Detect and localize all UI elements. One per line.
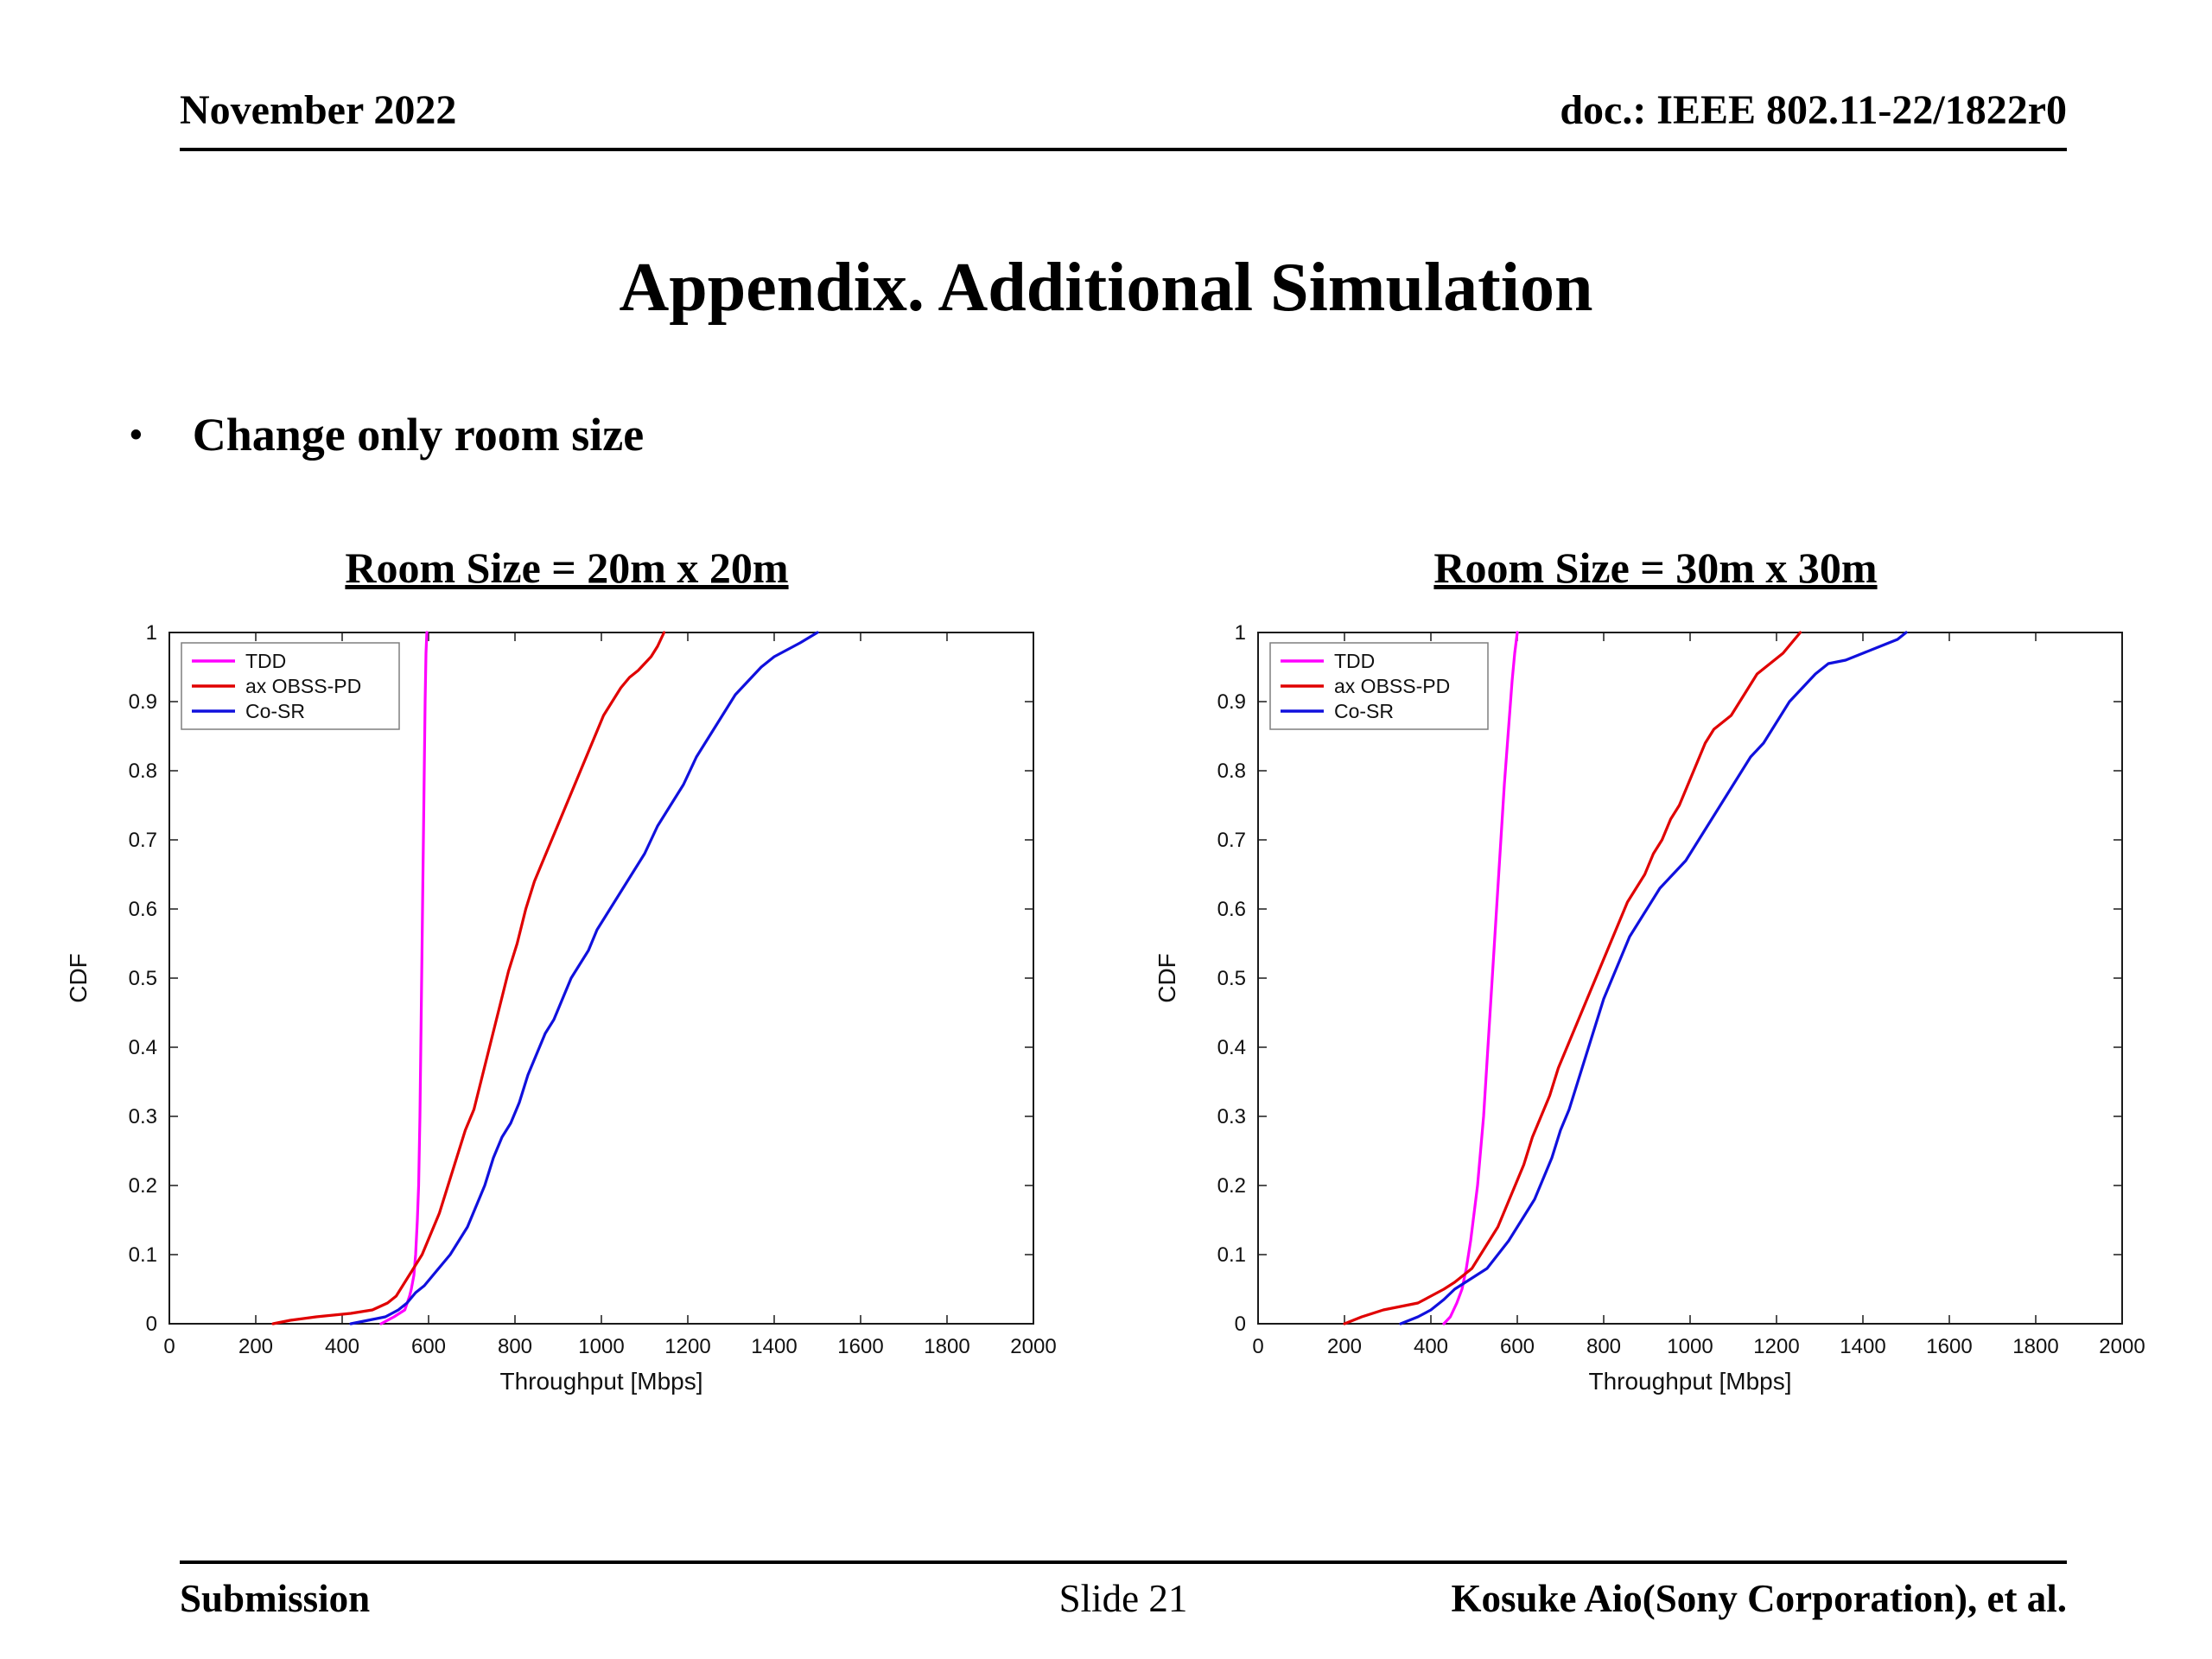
y-tick-label: 0.9: [129, 690, 157, 714]
page-title: Appendix. Additional Simulation: [619, 250, 1593, 326]
series-line-co-sr: [349, 631, 819, 1325]
legend-label-co-sr: Co-SR: [1334, 700, 1394, 722]
legend-label-co-sr: Co-SR: [245, 700, 305, 722]
bullet-text: Change only room size: [192, 409, 645, 461]
y-tick-label: 0.3: [1217, 1105, 1246, 1128]
y-tick-label: 0.2: [129, 1174, 157, 1198]
x-tick-label: 400: [1414, 1335, 1448, 1358]
series-line-ax-obss-pd: [271, 631, 666, 1325]
y-tick-label: 0.6: [129, 898, 157, 921]
x-tick-label: 800: [1586, 1335, 1621, 1358]
footer-submission-label: Submission: [180, 1577, 371, 1620]
x-tick-label: 0: [163, 1335, 175, 1358]
chart-left: 0 200 400 600 800 1000 1200 1400 1600 1800 2000 0 0.…: [57, 615, 1077, 1397]
y-tick-label: 0.3: [129, 1105, 157, 1128]
x-tick-label: 1000: [578, 1335, 624, 1358]
y-tick-label: 0: [1235, 1313, 1246, 1336]
legend: TDD ax OBSS-PD Co-SR: [1269, 642, 1489, 730]
y-tick-label: 1: [1235, 621, 1246, 645]
y-tick-label: 0.8: [1217, 760, 1246, 783]
legend: TDD ax OBSS-PD Co-SR: [181, 642, 400, 730]
header-date: November 2022: [180, 87, 457, 133]
legend-label-tdd: TDD: [1334, 650, 1375, 672]
plot-box: [1257, 632, 2123, 1325]
axis-label-x: Throughput [Mbps]: [1588, 1368, 1791, 1395]
x-tick-label: 800: [498, 1335, 532, 1358]
series-line-co-sr: [1399, 631, 1908, 1325]
y-tick-label: 0.7: [1217, 829, 1246, 852]
footer-authors: Kosuke Aio(Sony Corporation), et al.: [1451, 1577, 2067, 1620]
x-tick-label: 2000: [2099, 1335, 2145, 1358]
x-tick-label: 1200: [1753, 1335, 1799, 1358]
x-tick-label: 1600: [1926, 1335, 1972, 1358]
x-tick-label: 1200: [664, 1335, 710, 1358]
y-tick-label: 0.5: [1217, 967, 1246, 990]
x-tick-label: 0: [1252, 1335, 1263, 1358]
y-tick-label: 0.1: [1217, 1243, 1246, 1267]
chart-block-left: Room Size = 20m x 20m 0 200 400 600 800 1000 1…: [57, 543, 1077, 1397]
footer-slide-number: Slide 21: [1058, 1577, 1188, 1620]
y-tick-label: 0: [146, 1313, 157, 1336]
y-tick-label: 1: [146, 621, 157, 645]
chart-right: 0 200 400 600 800 1000 1200 1400 1600 1800 2000 0 0.…: [1146, 615, 2165, 1397]
x-tick-label: 1000: [1667, 1335, 1713, 1358]
legend-label-ax-obss-pd: ax OBSS-PD: [1334, 675, 1450, 697]
y-tick-label: 0.8: [129, 760, 157, 783]
axis-label-x: Throughput [Mbps]: [499, 1368, 702, 1395]
x-tick-label: 600: [411, 1335, 446, 1358]
chart-title-right: Room Size = 30m x 30m: [1433, 543, 1878, 592]
series-line-ax-obss-pd: [1343, 631, 1802, 1325]
y-tick-label: 0.4: [129, 1036, 157, 1059]
header-doc-number: doc.: IEEE 802.11-22/1822r0: [1560, 87, 2067, 133]
series-line-tdd: [1442, 631, 1519, 1325]
x-tick-label: 1400: [1840, 1335, 1885, 1358]
x-tick-label: 400: [325, 1335, 359, 1358]
y-tick-label: 0.5: [129, 967, 157, 990]
series-line-tdd: [379, 631, 429, 1325]
bullet-item: • Change only room size: [130, 408, 644, 461]
x-tick-label: 600: [1500, 1335, 1535, 1358]
bullet-marker: •: [130, 416, 143, 455]
cdf-chart-svg: 0 200 400 600 800 1000 1200 1400 1600 1800 2000 0 0.…: [65, 621, 1057, 1395]
y-tick-label: 0.4: [1217, 1036, 1246, 1059]
cdf-chart-svg: 0 200 400 600 800 1000 1200 1400 1600 1800 2000 0 0.…: [1154, 621, 2145, 1395]
y-tick-label: 0.2: [1217, 1174, 1246, 1198]
x-tick-label: 200: [1327, 1335, 1362, 1358]
plot-box: [168, 632, 1034, 1325]
axis-label-y: CDF: [65, 953, 92, 1003]
axis-label-y: CDF: [1154, 953, 1180, 1003]
footer: Submission Slide 21 Kosuke Aio(Sony Corp…: [180, 1560, 2067, 1621]
x-tick-label: 1800: [2012, 1335, 2058, 1358]
chart-title-left: Room Size = 20m x 20m: [345, 543, 789, 592]
y-tick-label: 0.9: [1217, 690, 1246, 714]
legend-label-ax-obss-pd: ax OBSS-PD: [245, 675, 361, 697]
x-tick-label: 1800: [924, 1335, 969, 1358]
chart-block-right: Room Size = 30m x 30m 0 200 400 600 800 1000 1…: [1146, 543, 2165, 1397]
x-tick-label: 2000: [1010, 1335, 1056, 1358]
y-tick-label: 0.7: [129, 829, 157, 852]
x-tick-label: 200: [238, 1335, 273, 1358]
y-tick-label: 0.1: [129, 1243, 157, 1267]
x-tick-label: 1400: [751, 1335, 797, 1358]
header: November 2022 doc.: IEEE 802.11-22/1822r…: [180, 86, 2067, 151]
y-tick-label: 0.6: [1217, 898, 1246, 921]
legend-label-tdd: TDD: [245, 650, 286, 672]
x-tick-label: 1600: [837, 1335, 883, 1358]
